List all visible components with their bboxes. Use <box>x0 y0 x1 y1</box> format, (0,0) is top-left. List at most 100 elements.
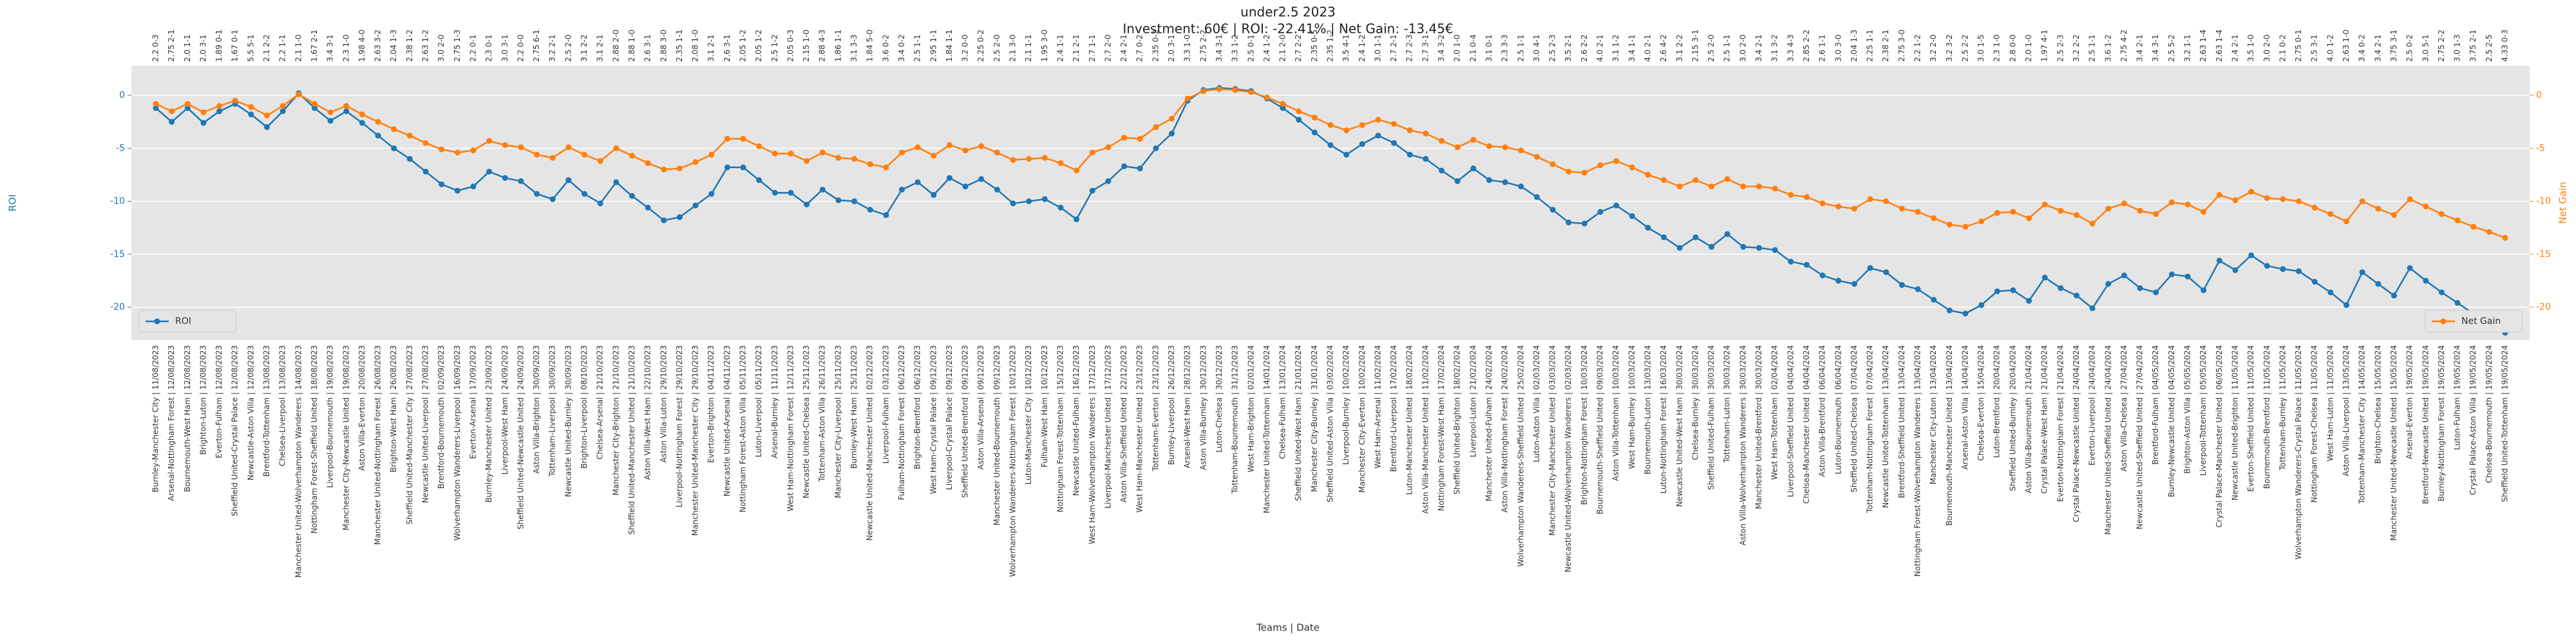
point <box>1899 281 1905 288</box>
x-tick-label: Sheffield United-Newcastle United | 24/0… <box>516 345 525 529</box>
point <box>613 145 620 151</box>
point-label: 2.0 3-1 <box>198 35 207 62</box>
legend: Net Gain <box>2425 310 2523 333</box>
point <box>1803 261 1810 268</box>
point-label: 2.1 2-2 <box>262 35 271 62</box>
x-tick-label: Liverpool-Manchester United | 17/12/2023 <box>1103 345 1112 509</box>
x-tick-label: Manchester City-Everton | 10/02/2024 <box>1358 345 1367 493</box>
x-tick-label: Crystal Palace-West Ham | 21/04/2024 <box>2040 345 2049 494</box>
point-label: 2.5 1-1 <box>1723 35 1732 62</box>
point <box>946 175 952 181</box>
x-tick-label: Brighton-Chelsea | 15/05/2024 <box>2373 345 2382 464</box>
x-tick-label: Crystal Palace-Aston Villa | 19/05/2024 <box>2468 345 2477 495</box>
point-label: 2.4 2-1 <box>2230 35 2239 62</box>
point-label: 2.5 3-1 <box>2310 35 2319 62</box>
x-tick-label: Burnley-Manchester United | 23/09/2023 <box>484 345 493 502</box>
point <box>2454 217 2461 223</box>
x-tick-label: Bournemouth-Manchester United | 13/04/20… <box>1945 345 1954 526</box>
point-label: 2.63 1-0 <box>2342 30 2351 62</box>
point-label: 2.63 1-4 <box>2199 30 2208 62</box>
x-tick-label: Aston Villa-Manchester United | 11/02/20… <box>1421 345 1430 514</box>
legend-box <box>138 310 236 333</box>
point <box>2344 302 2350 308</box>
point <box>454 187 460 194</box>
x-tick-label: Brighton-Aston Villa | 05/05/2024 <box>2183 345 2192 474</box>
x-tick-label: Sheffield United-Tottenham | 19/05/2024 <box>2501 345 2510 502</box>
point <box>2280 266 2286 272</box>
x-tick-label: Aston Villa-Liverpool | 13/05/2024 <box>2342 345 2351 476</box>
point-label: 3.1 2-1 <box>596 35 605 62</box>
x-tick-label: Fulham-West Ham | 10/12/2023 <box>1040 345 1049 468</box>
x-tick-label: Aston Villa-Wolverhampton Wanderers | 30… <box>1738 345 1747 545</box>
point-label: 2.2 0-1 <box>468 35 477 62</box>
point <box>2454 299 2461 306</box>
point <box>216 108 223 115</box>
point <box>153 105 159 111</box>
x-tick-label: Luton-Nottingham Forest | 16/03/2024 <box>1659 345 1668 493</box>
x-tick-label: Aston Villa-Tottenham | 10/03/2024 <box>1611 345 1620 481</box>
point <box>1200 88 1207 94</box>
point <box>1566 168 1572 175</box>
y-tick-label: -15 <box>110 249 125 260</box>
point-label: 2.85 2-2 <box>1802 30 1811 62</box>
point <box>1057 160 1064 166</box>
x-tick-label: Manchester City-Manchester United | 03/0… <box>1548 345 1557 536</box>
point-label: 2.38 2-1 <box>1881 30 1890 62</box>
x-tick-label: Newcastle-Aston Villa | 12/08/2023 <box>246 345 255 480</box>
point <box>1883 269 1889 276</box>
point <box>2248 189 2255 195</box>
point <box>375 118 381 125</box>
legend: ROI <box>138 310 236 333</box>
y-tick-label: 0 <box>119 90 125 100</box>
point <box>2041 274 2048 281</box>
x-tick-label: Nottingham Forest-West Ham | 17/02/2024 <box>1437 345 1446 511</box>
point-label: 2.75 1-3 <box>453 30 462 62</box>
point <box>1756 245 1763 251</box>
point-label: 1.86 1-1 <box>833 30 842 62</box>
point <box>1629 164 1635 171</box>
point-label: 4.0 2-1 <box>1596 35 1605 62</box>
point <box>740 135 746 142</box>
point-label: 2.3 1-0 <box>1993 35 2002 62</box>
point <box>1978 218 1985 225</box>
point <box>2184 201 2191 207</box>
point <box>1280 105 1286 111</box>
point-label: 2.35 1-2 <box>1326 30 1335 62</box>
point <box>724 135 730 142</box>
point <box>518 144 524 151</box>
point <box>1835 204 1842 210</box>
x-tick-label: Everton-Liverpool | 24/04/2024 <box>2088 345 2097 466</box>
x-tick-label: Wolverhampton Wanderers-Liverpool | 16/0… <box>453 345 462 540</box>
x-tick-label: Luton-Fulham | 19/05/2024 <box>2453 345 2462 450</box>
point <box>613 179 620 185</box>
y2-tick-label: -20 <box>2536 302 2551 312</box>
point <box>2089 305 2096 312</box>
point-label: 3.75 2-1 <box>2468 30 2477 62</box>
point-label: 1.67 2-1 <box>310 30 319 62</box>
point <box>1026 198 1032 205</box>
point-label: 1.84 5-0 <box>866 30 875 62</box>
point-label: 2.4 1-2 <box>1262 35 1271 62</box>
point <box>454 149 460 156</box>
legend-box <box>2425 310 2523 333</box>
point <box>676 214 683 220</box>
point <box>2153 289 2159 296</box>
point <box>1010 200 1016 207</box>
x-tick-label: Chelsea-Burnley | 30/03/2024 <box>1690 345 1700 460</box>
point <box>200 120 207 126</box>
point-label: 2.1 2-1 <box>1072 35 1081 62</box>
point <box>1549 207 1556 213</box>
point-label: 2.6 2-2 <box>1580 35 1589 62</box>
point <box>1406 127 1413 133</box>
point <box>692 159 699 166</box>
x-tick-label: Nottingham Forest-Chelsea | 11/05/2024 <box>2310 345 2319 502</box>
x-tick-label: Chelsea-Arsenal | 21/10/2023 <box>596 345 605 460</box>
point <box>470 147 477 154</box>
point <box>2201 209 2207 215</box>
point <box>1359 122 1365 128</box>
x-tick-label: Burnley-West Ham | 25/11/2023 <box>849 345 858 469</box>
point-label: 2.1 2-0 <box>1278 35 1287 62</box>
x-tick-label: Manchester United-Tottenham | 14/01/2024 <box>1262 345 1271 513</box>
point <box>1137 135 1143 142</box>
x-tick-label: Arsenal-Nottingham Forest | 12/08/2023 <box>167 345 176 501</box>
